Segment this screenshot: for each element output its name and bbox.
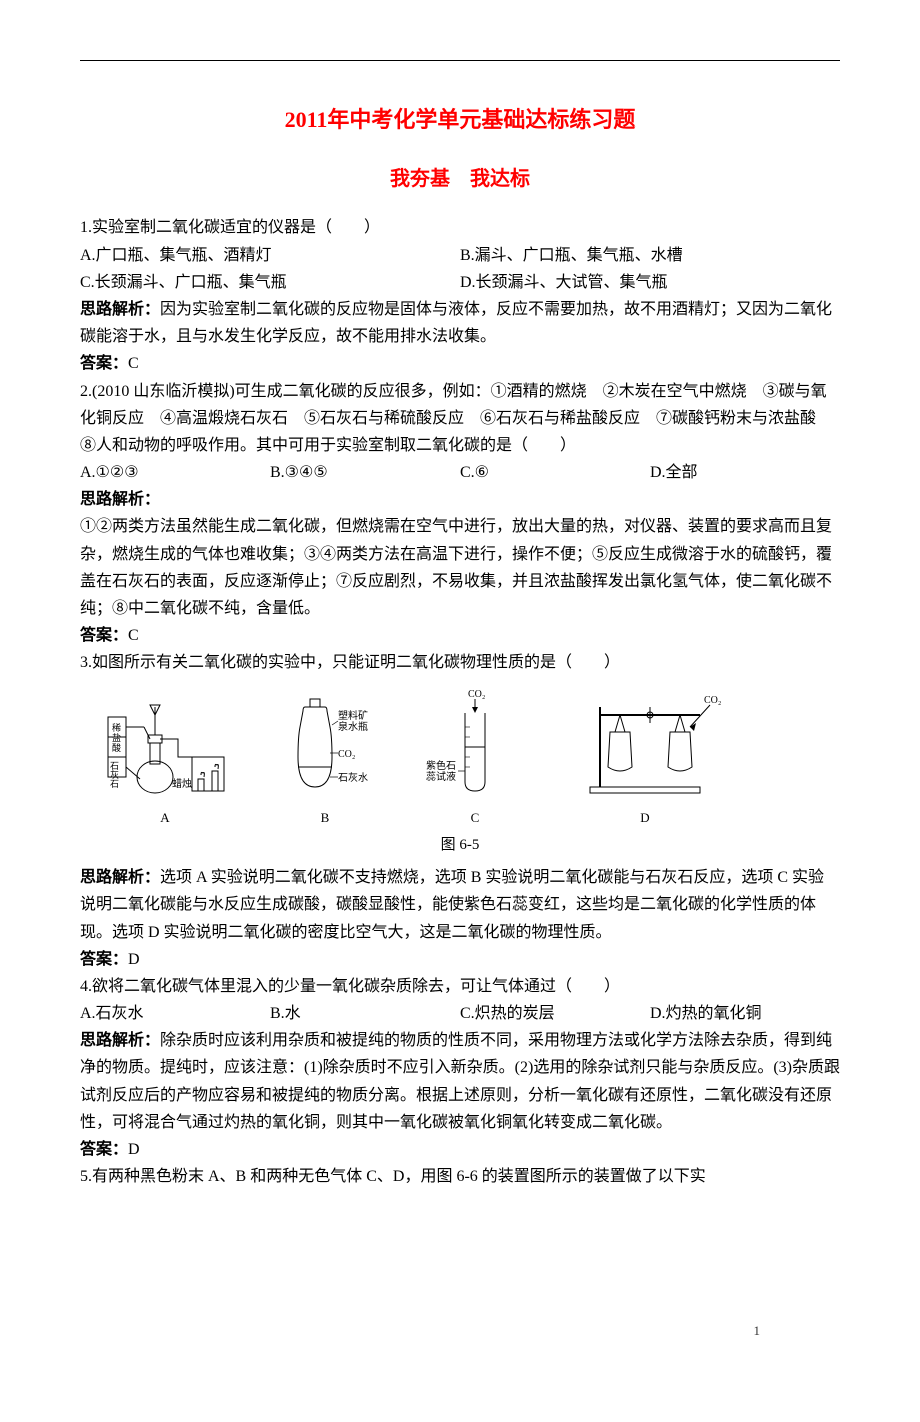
- q4-analysis: 思路解析：除杂质时应该利用杂质和被提纯的物质的性质不同，采用物理方法或化学方法除…: [80, 1027, 840, 1136]
- q3-answer: 答案：D: [80, 946, 840, 973]
- apparatus-a-svg: 稀盐酸 石灰石 蜡烛: [100, 687, 230, 807]
- q4-opt-a: A.石灰水: [80, 1000, 270, 1027]
- q4-opt-b: B.水: [270, 1000, 460, 1027]
- q2-opt-a: A.①②③: [80, 459, 270, 486]
- apparatus-d-svg: CO₂: [560, 687, 730, 807]
- label-plastic-bottle: 塑料矿泉水瓶: [338, 709, 368, 733]
- q2-analysis-label: 思路解析：: [80, 486, 840, 513]
- label-co2-b: CO₂: [338, 749, 355, 760]
- q1-options-row1: A.广口瓶、集气瓶、酒精灯 B.漏斗、广口瓶、集气瓶、水槽: [80, 242, 840, 269]
- q2-opt-c: C.⑥: [460, 459, 650, 486]
- q4-opt-d: D.灼热的氧化铜: [650, 1000, 840, 1027]
- q3-figure-d: CO₂ D: [560, 687, 730, 829]
- q1-opt-b: B.漏斗、广口瓶、集气瓶、水槽: [460, 242, 840, 269]
- q1-answer: 答案：C: [80, 350, 840, 377]
- q3-figure-d-label: D: [640, 807, 649, 829]
- label-co2-d: CO₂: [704, 695, 721, 706]
- label-candle: 蜡烛: [172, 777, 192, 790]
- q3-figure-b-label: B: [321, 807, 330, 829]
- q3-stem: 3.如图所示有关二氧化碳的实验中，只能证明二氧化碳物理性质的是（ ）: [80, 649, 840, 676]
- page-number: 1: [754, 1320, 761, 1342]
- q1-analysis-text: 因为实验室制二氧化碳的反应物是固体与液体，反应不需要加热，故不用酒精灯；又因为二…: [80, 301, 832, 345]
- q5-stem: 5.有两种黑色粉末 A、B 和两种无色气体 C、D，用图 6-6 的装置图所示的…: [80, 1163, 840, 1190]
- q2-opt-b: B.③④⑤: [270, 459, 460, 486]
- q1-opt-d: D.长颈漏斗、大试管、集气瓶: [460, 269, 840, 296]
- q3-figure-b: 塑料矿泉水瓶 CO₂ 石灰水 B: [260, 687, 390, 829]
- q3-figure-a: 稀盐酸 石灰石 蜡烛 A: [100, 687, 230, 829]
- q2-answer: 答案：C: [80, 622, 840, 649]
- q4-stem: 4.欲将二氧化碳气体里混入的少量一氧化碳杂质除去，可让气体通过（ ）: [80, 973, 840, 1000]
- q4-answer-text: D: [128, 1141, 140, 1158]
- q2-analysis-text: ①②两类方法虽然能生成二氧化碳，但燃烧需在空气中进行，放出大量的热，对仪器、装置…: [80, 513, 840, 622]
- q1-opt-a: A.广口瓶、集气瓶、酒精灯: [80, 242, 460, 269]
- q4-opt-c: C.炽热的炭层: [460, 1000, 650, 1027]
- top-rule: [80, 60, 840, 61]
- q3-figure-row: 稀盐酸 石灰石 蜡烛 A 塑料矿泉水: [80, 687, 840, 829]
- q3-figure-c: CO₂ 紫色石蕊试液 C: [420, 687, 530, 829]
- q3-analysis: 思路解析：选项 A 实验说明二氧化碳不支持燃烧，选项 B 实验说明二氧化碳能与石…: [80, 864, 840, 946]
- q1-options-row2: C.长颈漏斗、广口瓶、集气瓶 D.长颈漏斗、大试管、集气瓶: [80, 269, 840, 296]
- label-limestone: 石灰石: [110, 761, 119, 789]
- q2-opt-d: D.全部: [650, 459, 840, 486]
- label-dilute-hcl: 稀盐酸: [112, 722, 121, 753]
- q2-stem: 2.(2010 山东临沂模拟)可生成二氧化碳的反应很多，例如：①酒精的燃烧 ②木…: [80, 378, 840, 460]
- q3-analysis-text: 选项 A 实验说明二氧化碳不支持燃烧，选项 B 实验说明二氧化碳能与石灰石反应，…: [80, 869, 824, 940]
- apparatus-c-svg: CO₂ 紫色石蕊试液: [420, 687, 530, 807]
- page-title: 2011年中考化学单元基础达标练习题: [80, 101, 840, 138]
- q3-answer-text: D: [128, 951, 140, 968]
- q3-figure-a-label: A: [160, 807, 169, 829]
- label-litmus: 紫色石蕊试液: [426, 759, 456, 783]
- apparatus-b-svg: 塑料矿泉水瓶 CO₂ 石灰水: [260, 687, 390, 807]
- label-co2-c: CO₂: [468, 689, 485, 700]
- q2-answer-text: C: [128, 627, 139, 644]
- q4-analysis-text: 除杂质时应该利用杂质和被提纯的物质的性质不同，采用物理方法或化学方法除去杂质，得…: [80, 1032, 840, 1131]
- q2-answer-label: 答案：: [80, 627, 128, 644]
- q1-opt-c: C.长颈漏斗、广口瓶、集气瓶: [80, 269, 460, 296]
- q4-analysis-label: 思路解析：: [80, 1032, 160, 1049]
- q1-analysis-label: 思路解析：: [80, 301, 160, 318]
- q3-figure-caption: 图 6-5: [80, 833, 840, 859]
- q4-answer-label: 答案：: [80, 1141, 128, 1158]
- q1-answer-label: 答案：: [80, 355, 128, 372]
- q4-options: A.石灰水 B.水 C.炽热的炭层 D.灼热的氧化铜: [80, 1000, 840, 1027]
- q3-figure-c-label: C: [471, 807, 480, 829]
- q2-options: A.①②③ B.③④⑤ C.⑥ D.全部: [80, 459, 840, 486]
- q3-analysis-label: 思路解析：: [80, 869, 160, 886]
- q4-answer: 答案：D: [80, 1136, 840, 1163]
- q1-analysis: 思路解析：因为实验室制二氧化碳的反应物是固体与液体，反应不需要加热，故不用酒精灯…: [80, 296, 840, 350]
- q1-answer-text: C: [128, 355, 139, 372]
- q3-answer-label: 答案：: [80, 951, 128, 968]
- label-limewater: 石灰水: [338, 771, 368, 784]
- q1-stem: 1.实验室制二氧化碳适宜的仪器是（ ）: [80, 214, 840, 241]
- page-subtitle: 我夯基 我达标: [80, 162, 840, 196]
